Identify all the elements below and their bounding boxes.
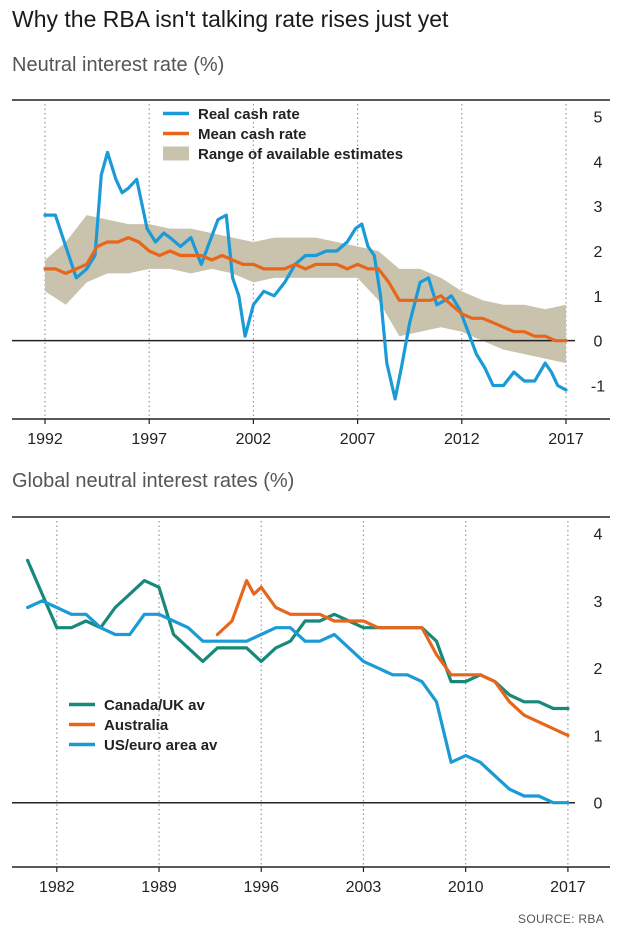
y-tick-label-5: 0 — [594, 334, 603, 351]
y-tick-label-1: 4 — [594, 154, 603, 171]
y-tick-label-3: 2 — [594, 244, 603, 261]
chart2-title: Global neutral interest rates (%) — [12, 470, 295, 492]
x-tick-label-5: 2017 — [548, 431, 584, 448]
x-tick-label-3: 2007 — [340, 431, 376, 448]
y-tick-label-3: 1 — [594, 728, 603, 745]
x-tick-label-4: 2012 — [444, 431, 480, 448]
source-note: SOURCE: RBA — [518, 912, 604, 926]
y-tick-label-1: 3 — [594, 594, 603, 611]
y-tick-label-6: -1 — [591, 379, 605, 396]
page-title: Why the RBA isn't talking rate rises jus… — [12, 6, 449, 32]
x-tick-label-5: 2017 — [550, 879, 586, 896]
series-line-1 — [215, 578, 570, 737]
y-tick-label-2: 2 — [594, 661, 603, 678]
neutral-rate-chart: 5 4 3 2 1 0 -1 1992 1997 2002 2007 2012 2017 Real cas… — [12, 99, 610, 448]
x-tick-label-1: 1989 — [141, 879, 177, 896]
legend-label-0: Real cash rate — [198, 106, 300, 123]
x-tick-label-2: 1996 — [243, 879, 279, 896]
y-tick-label-4: 1 — [594, 289, 603, 306]
x-tick-label-4: 2010 — [448, 879, 484, 896]
y-tick-label-2: 3 — [594, 199, 603, 216]
legend-label-1: Australia — [104, 717, 169, 734]
chart1-title: Neutral interest rate (%) — [12, 54, 225, 76]
y-tick-label-4: 0 — [594, 796, 603, 813]
legend-label-0: Canada/UK av — [104, 697, 206, 714]
x-tick-label-1: 1997 — [131, 431, 167, 448]
series-line-2 — [26, 599, 570, 805]
legend-swatch-2 — [163, 146, 189, 161]
global-neutral-rates-chart: 4 3 2 1 0 1982 1989 1996 2003 2010 2017 Canada/UK a… — [12, 516, 610, 896]
x-tick-label-2: 2002 — [236, 431, 272, 448]
y-tick-label-0: 4 — [594, 527, 603, 544]
legend-label-1: Mean cash rate — [198, 126, 306, 143]
series-line-0 — [43, 150, 568, 401]
legend-label-2: Range of available estimates — [198, 146, 403, 163]
x-tick-label-3: 2003 — [346, 879, 382, 896]
x-tick-label-0: 1992 — [27, 431, 63, 448]
series-line-1 — [43, 236, 568, 343]
y-tick-label-0: 5 — [594, 110, 603, 127]
x-tick-label-0: 1982 — [39, 879, 75, 896]
legend-label-2: US/euro area av — [104, 737, 218, 754]
